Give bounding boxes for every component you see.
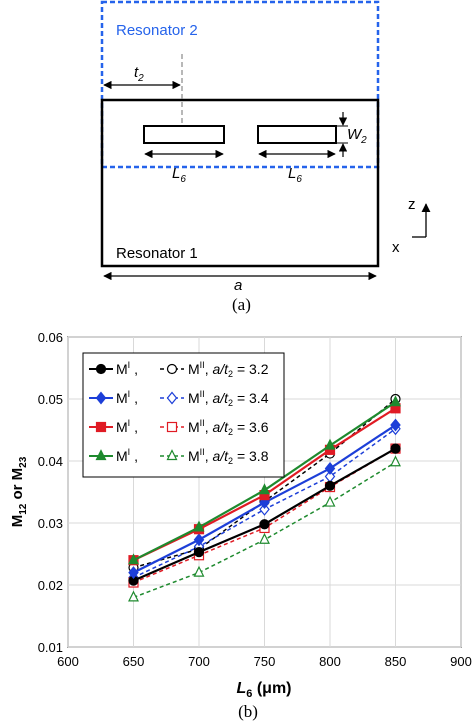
legend-label: MII, a/t2 = 3.6: [188, 418, 269, 437]
y-tick-label: 0.05: [38, 392, 63, 407]
data-point: [128, 590, 139, 602]
data-point: [259, 519, 270, 530]
data-point: [390, 443, 401, 454]
data-point: [390, 455, 401, 467]
x-axis-label-chart: L6 (μm): [236, 680, 291, 700]
data-point: [193, 520, 205, 532]
l6-left-label: L6: [172, 165, 186, 185]
tick-labels: 600 650 700 750 800 850 900 0.01 0.02 0.03 0.04 0.0…: [38, 330, 472, 669]
resonator1-label: Resonator 1: [116, 245, 198, 262]
y-tick-label: 0.01: [38, 640, 63, 655]
legend-label: MI ,: [116, 389, 138, 406]
data-point: [324, 461, 336, 475]
x-tick-label: 750: [254, 654, 276, 669]
legend-item: MI , MII, a/t2 = 3.6: [89, 418, 269, 437]
legend-label: MI ,: [116, 447, 138, 464]
x-tick-label: 650: [123, 654, 145, 669]
data-point: [193, 533, 205, 547]
data-point: [390, 418, 401, 432]
legend-label: MII, a/t2 = 3.4: [188, 389, 269, 408]
data-point: [128, 566, 139, 580]
data-point: [390, 395, 401, 407]
legend-label: MII, a/t2 = 3.8: [188, 447, 269, 466]
data-point: [259, 532, 270, 544]
data-point: [324, 495, 336, 507]
legend-label: MI ,: [116, 360, 138, 377]
data-point: [259, 502, 270, 516]
series: [128, 395, 401, 565]
resonator2-label: Resonator 2: [116, 22, 198, 39]
a-label: a: [234, 277, 242, 294]
legend-label: MI ,: [116, 418, 138, 435]
data-point: [166, 449, 178, 461]
data-point: [193, 547, 205, 558]
data-point: [95, 449, 107, 461]
y-axis-label: M12 or M23: [9, 456, 29, 527]
data-point: [259, 483, 270, 495]
x-axis-label: x: [392, 239, 400, 256]
x-tick-label: 600: [57, 654, 79, 669]
legend-item: MI , MII, a/t2 = 3.8: [89, 447, 269, 466]
data-point: [128, 553, 139, 565]
data-point: [166, 391, 178, 405]
slot-right: [257, 125, 337, 144]
x-tick-label: 850: [385, 654, 407, 669]
series: [128, 443, 401, 586]
legend-label: MII, a/t2 = 3.2: [188, 360, 269, 379]
series: [128, 455, 401, 602]
data-point: [95, 421, 107, 433]
y-tick-label: 0.03: [38, 516, 63, 531]
series-layer: [128, 393, 401, 602]
data-point: [324, 438, 336, 450]
data-point: [95, 391, 107, 405]
coupling-chart: 600 650 700 750 800 850 900 0.01 0.02 0.03 0.04 0.0…: [9, 330, 472, 721]
data-point: [166, 363, 178, 375]
z-axis-label: z: [408, 196, 416, 213]
data-point: [166, 421, 178, 433]
legend: MI , MII, a/t2 = 3.2MI , MII, a/t2 = 3.4MI…: [82, 352, 285, 478]
resonator1-outline: [100, 98, 380, 268]
legend-item: MI , MII, a/t2 = 3.4: [89, 389, 269, 408]
data-point: [95, 363, 107, 375]
x-tick-label: 700: [188, 654, 210, 669]
caption-b: (b): [238, 702, 258, 721]
y-tick-label: 0.04: [38, 454, 63, 469]
y-tick-label: 0.02: [38, 578, 63, 593]
w2-label: W2: [347, 126, 367, 146]
caption-a: (a): [232, 295, 251, 314]
legend-item: MI , MII, a/t2 = 3.2: [89, 360, 269, 379]
slot-left: [143, 125, 225, 144]
resonator2-outline: [100, 0, 380, 169]
t2-label: t2: [134, 64, 144, 84]
data-point: [324, 480, 336, 491]
x-tick-label: 800: [319, 654, 341, 669]
data-point: [193, 565, 205, 577]
resonator-diagram: Resonator 2 Resonator 1 t2 W2 L6 L6: [100, 0, 431, 314]
x-tick-label: 900: [450, 654, 472, 669]
l6-right-label: L6: [288, 165, 302, 185]
series: [128, 418, 401, 580]
y-tick-label: 0.06: [38, 330, 63, 345]
